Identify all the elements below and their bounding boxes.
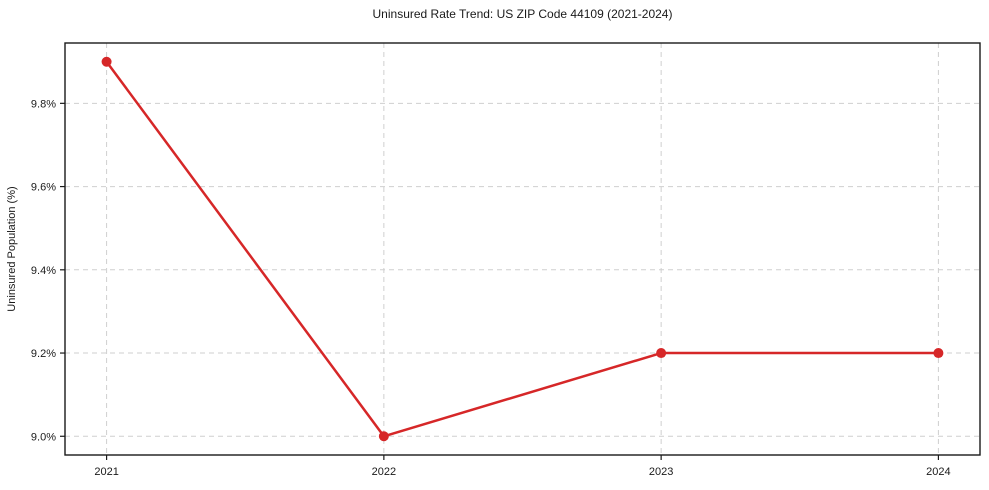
x-tick-label: 2021 — [94, 466, 118, 478]
x-tick-label: 2024 — [926, 466, 950, 478]
trend-line — [105, 60, 940, 438]
x-tick-label: 2022 — [372, 466, 396, 478]
data-point-marker — [378, 431, 389, 442]
chart-title: Uninsured Rate Trend: US ZIP Code 44109 … — [372, 7, 673, 21]
data-point-marker — [101, 56, 112, 67]
y-tick-label: 9.8% — [31, 98, 56, 110]
y-tick-label: 9.2% — [31, 348, 56, 360]
y-tick-label: 9.0% — [31, 431, 56, 443]
y-tick-label: 9.4% — [31, 265, 56, 277]
data-point-marker — [933, 348, 944, 359]
plot-border — [64, 42, 981, 456]
y-tick-label: 9.6% — [31, 182, 56, 194]
x-tick-label: 2023 — [649, 466, 673, 478]
data-point-marker — [656, 348, 667, 359]
